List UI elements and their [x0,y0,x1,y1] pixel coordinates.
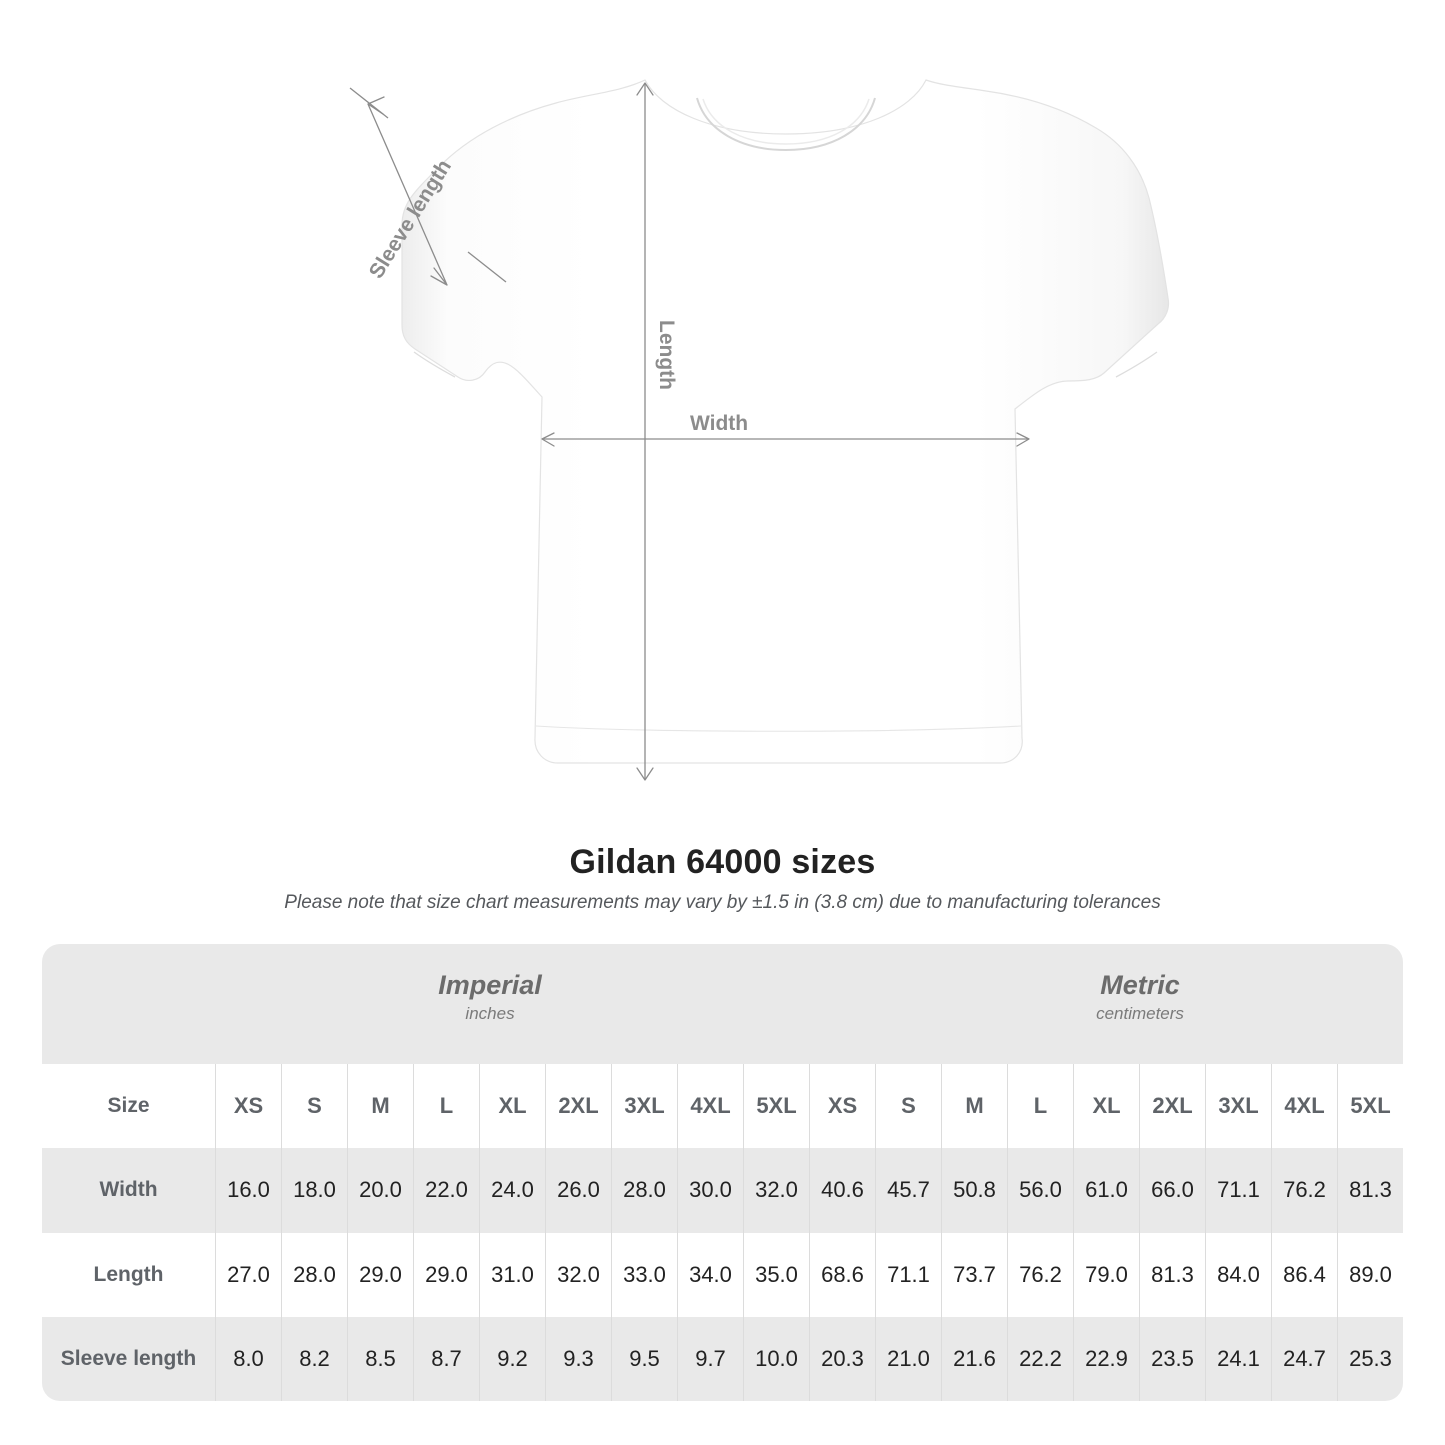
svg-text:Length: Length [655,320,678,390]
svg-text:Width: Width [690,412,748,435]
